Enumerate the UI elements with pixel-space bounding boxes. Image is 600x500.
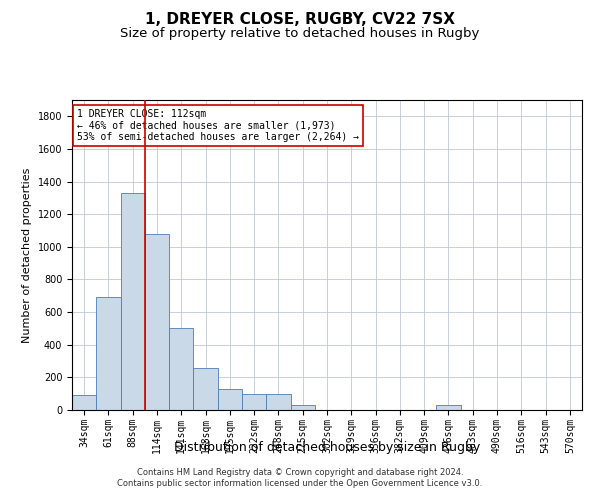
Bar [121, 193, 145, 410]
Y-axis label: Number of detached properties: Number of detached properties [22, 168, 32, 342]
Text: Size of property relative to detached houses in Rugby: Size of property relative to detached ho… [121, 28, 479, 40]
Bar [242, 394, 266, 410]
Bar [96, 298, 121, 410]
Bar [266, 394, 290, 410]
Text: 1, DREYER CLOSE, RUGBY, CV22 7SX: 1, DREYER CLOSE, RUGBY, CV22 7SX [145, 12, 455, 28]
Bar [436, 405, 461, 410]
Bar [145, 234, 169, 410]
Text: Contains HM Land Registry data © Crown copyright and database right 2024.
Contai: Contains HM Land Registry data © Crown c… [118, 468, 482, 487]
Bar [169, 328, 193, 410]
Bar [72, 396, 96, 410]
Text: 1 DREYER CLOSE: 112sqm
← 46% of detached houses are smaller (1,973)
53% of semi-: 1 DREYER CLOSE: 112sqm ← 46% of detached… [77, 110, 359, 142]
Bar [193, 368, 218, 410]
Bar [218, 389, 242, 410]
Bar [290, 405, 315, 410]
Text: Distribution of detached houses by size in Rugby: Distribution of detached houses by size … [174, 441, 480, 454]
